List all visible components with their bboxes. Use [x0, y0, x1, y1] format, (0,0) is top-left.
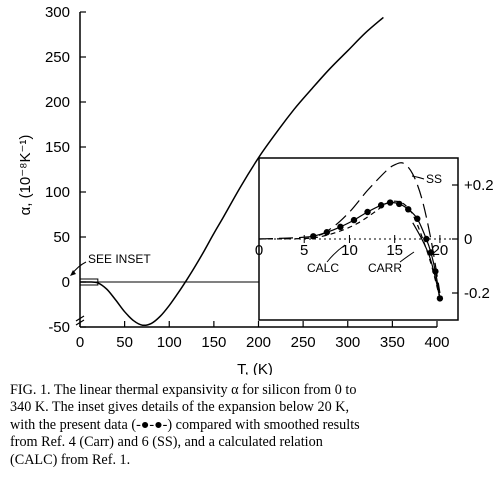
inset-label-ss: SS [426, 172, 442, 186]
main-y-tick-label: 250 [45, 49, 70, 66]
inset-data-point [432, 268, 439, 275]
main-y-tick-label: 150 [45, 139, 70, 156]
inset-data-point [427, 249, 435, 256]
main-x-tick-label: 0 [76, 334, 84, 351]
inset-data-point [323, 229, 331, 236]
inset-data-point [377, 202, 385, 209]
main-x-tick-label: 50 [116, 334, 133, 351]
inset-label-calc: CALC [307, 261, 339, 275]
inset-tick-labels: 0 5 10 15 20 -0.2 0 +0.2 [255, 177, 493, 302]
see-inset-arrowhead [70, 270, 76, 276]
inset-data-point [423, 235, 430, 243]
see-inset-annotation: SEE INSET [70, 252, 151, 276]
main-x-tick-label: 250 [291, 334, 316, 351]
main-x-tick-label: 100 [157, 334, 182, 351]
inset-ss-leader [411, 175, 425, 180]
inset-data-point [350, 216, 358, 224]
inset-data-point [436, 295, 444, 302]
main-y-tick-label: 100 [45, 184, 70, 201]
inset-y-tick-label: +0.2 [464, 177, 493, 194]
inset-y-tick-label: -0.2 [464, 285, 490, 302]
see-inset-label: SEE INSET [88, 252, 151, 266]
inset-data-point [310, 233, 317, 240]
main-x-tick-label: 300 [335, 334, 360, 351]
main-y-tick-label: 300 [45, 4, 70, 21]
inset-x-tick-label: 5 [300, 242, 308, 259]
main-x-tick-label: 200 [246, 334, 271, 351]
main-y-tick-label: 50 [53, 229, 70, 246]
main-y-tick-label: 200 [45, 94, 70, 111]
x-axis-label: T, (K) [237, 361, 273, 375]
inset-data-point [386, 199, 394, 206]
inset-data-point [405, 206, 412, 213]
inset-carr-curve [412, 222, 441, 299]
inset-calc-leader [326, 244, 346, 263]
inset-carr-leader [399, 251, 415, 263]
main-x-tick-label: 400 [424, 334, 449, 351]
main-x-tick-label: 350 [380, 334, 405, 351]
inset-x-tick-label: 0 [255, 242, 263, 259]
inset-x-tick-label: 15 [386, 242, 403, 259]
inset-data-point [337, 223, 344, 231]
inset-y-tick-label: 0 [464, 231, 472, 248]
main-y-tick-label: -50 [48, 319, 70, 336]
inset-present-data-points [310, 199, 444, 302]
main-x-tick-label: 150 [201, 334, 226, 351]
figure-caption: FIG. 1. The linear thermal expansivity α… [10, 382, 360, 468]
main-y-tick-label: 0 [62, 274, 70, 291]
inset-data-point [364, 208, 371, 216]
inset-label-carr: CARR [368, 261, 402, 275]
y-axis-label: α, (10⁻⁸K⁻¹) [17, 135, 34, 216]
inset-ss-curve [258, 162, 441, 294]
thermal-expansivity-figure: 0 50 100 150 200 250 300 350 400-500501001502002… [17, 4, 493, 375]
main-alpha-curve [79, 16, 384, 327]
inset-data-point [396, 200, 403, 208]
inset-x-tick-label: 20 [432, 242, 449, 259]
main-tick-labels: 0 50 100 150 200 250 300 350 400-500501001502002… [45, 4, 450, 351]
inset-x-tick-label: 10 [341, 242, 358, 259]
inset-data-point [414, 215, 421, 222]
